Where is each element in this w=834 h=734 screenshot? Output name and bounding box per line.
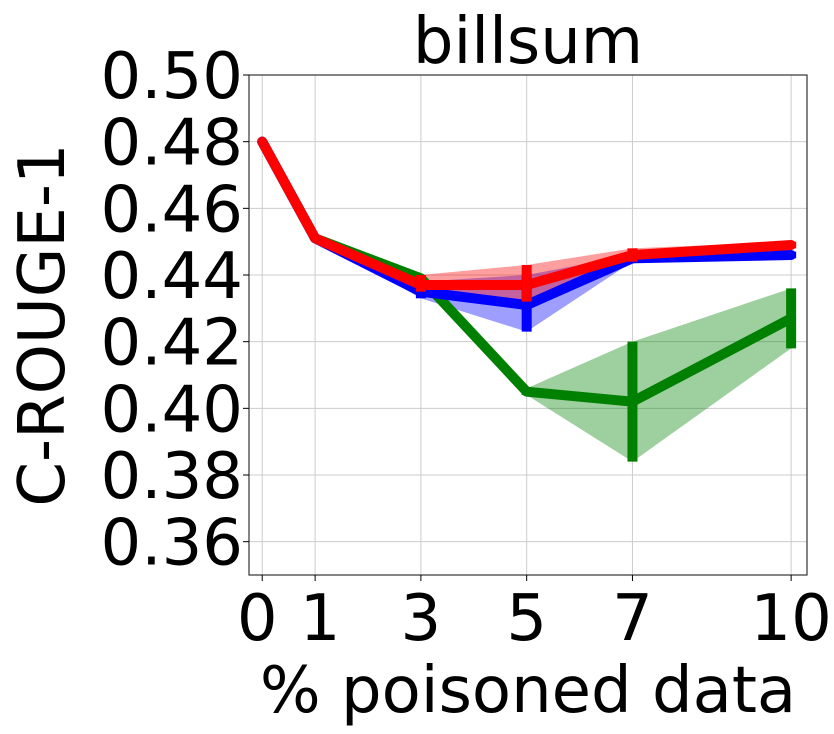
series-3-line: [257, 136, 797, 290]
x-tick-label-0: 0: [237, 582, 278, 656]
series-3-point-5: [522, 281, 531, 289]
x-tick-label-5: 5: [506, 582, 547, 656]
series-3-point-1: [311, 234, 320, 243]
x-tick-label-3: 3: [401, 582, 442, 656]
y-tick-label-0.44: 0.44: [101, 240, 244, 314]
series-1-point-5: [522, 387, 531, 396]
series-lines: [257, 136, 797, 407]
series-3-point-10: [787, 241, 796, 249]
y-tick-label-0.48: 0.48: [101, 107, 244, 181]
series-2-point-5: [522, 301, 531, 309]
series-1-band: [262, 141, 792, 462]
y-tick-label-0.42: 0.42: [101, 307, 244, 381]
y-tick-label-0.40: 0.40: [101, 373, 244, 447]
x-tick-label-10: 10: [750, 582, 831, 656]
series-2-point-10: [787, 251, 796, 259]
series-3-point-0: [258, 137, 267, 146]
x-axis-title: % poisoned data: [260, 654, 796, 728]
x-tick-labels: 0 1 3 5 7 10: [237, 575, 832, 656]
y-tick-label-0.38: 0.38: [101, 440, 244, 514]
x-tick-label-1: 1: [300, 582, 341, 656]
series-1-point-10: [787, 314, 796, 323]
y-tick-label-0.36: 0.36: [101, 507, 244, 581]
chart-title: billsum: [413, 5, 643, 79]
series-3-point-7: [628, 251, 637, 259]
plot-frame: [248, 74, 808, 576]
series-3-point-3: [416, 281, 425, 289]
series-1-point-7: [628, 397, 637, 406]
y-tick-label-0.46: 0.46: [101, 173, 244, 247]
error-bars: [258, 137, 797, 462]
y-tick-label-0.50: 0.50: [101, 40, 244, 114]
y-tick-labels: 0.360.380.400.420.440.460.480.50: [101, 40, 249, 581]
y-axis-title: C-ROUGE-1: [6, 143, 80, 506]
x-tick-label-7: 7: [612, 582, 653, 656]
